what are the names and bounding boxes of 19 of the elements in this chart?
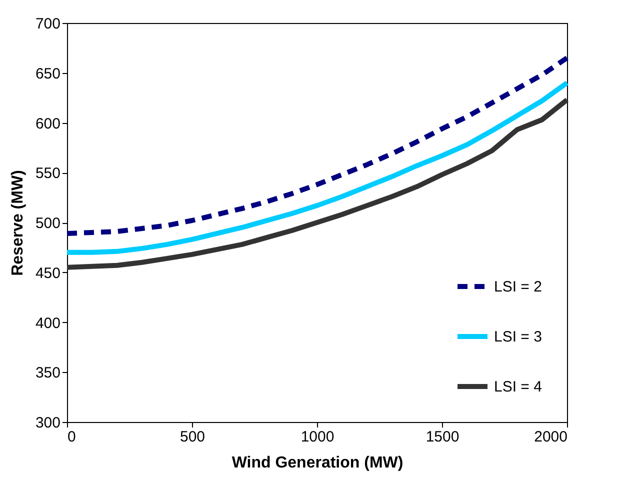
legend-label: LSI = 4 — [494, 378, 542, 396]
y-tick-label: 500 — [35, 215, 60, 232]
x-tick-label: 500 — [180, 428, 206, 446]
y-axis-title: Reserve (MW) — [9, 170, 26, 276]
y-tick-label: 650 — [35, 65, 60, 82]
legend-label: LSI = 2 — [494, 278, 542, 296]
x-tick-label: 2000 — [534, 428, 568, 446]
y-tick-label: 600 — [35, 115, 60, 132]
x-tick-label: 0 — [68, 428, 76, 446]
y-tick-label: 350 — [35, 364, 60, 382]
y-tick-label: 700 — [35, 16, 60, 32]
x-axis-title: Wind Generation (MW) — [232, 454, 404, 472]
y-tick-label: 400 — [35, 314, 60, 332]
x-tick-label: 1000 — [300, 428, 334, 446]
y-tick-label: 450 — [35, 264, 60, 282]
y-tick-label: 550 — [35, 165, 60, 182]
legend-label: LSI = 3 — [494, 328, 542, 346]
x-tick-label: 1500 — [426, 428, 460, 446]
y-tick-label: 300 — [35, 414, 60, 432]
